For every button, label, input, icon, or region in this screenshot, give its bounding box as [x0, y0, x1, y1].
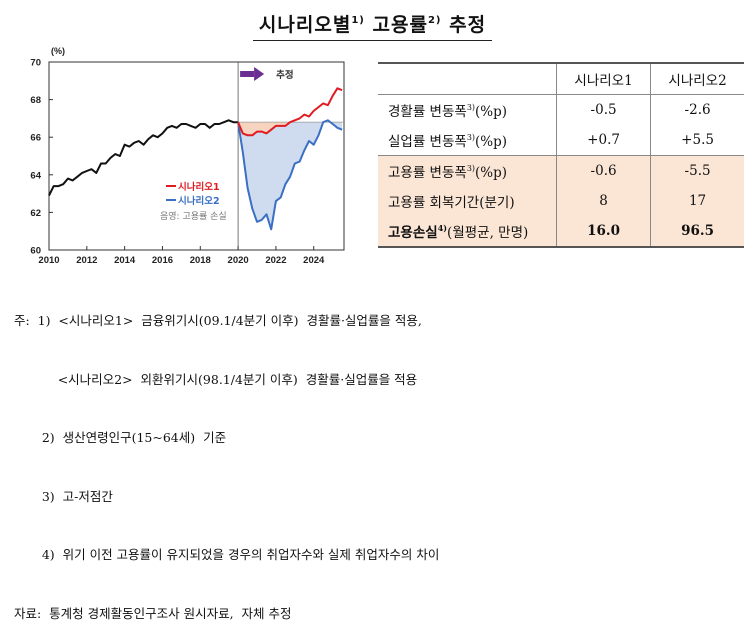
footnote-line: 4) 위기 이전 고용률이 유지되었을 경우의 취업자수와 실제 취업자수의 차…: [14, 547, 440, 562]
legend-label: 시나리오2: [178, 195, 220, 207]
row-value-s1: 8: [555, 186, 651, 216]
table-row: 고용손실4)(월평균, 만명) 16.0 96.5: [378, 216, 744, 248]
table-row: 경활률 변동폭3)(%p) -0.5 -2.6: [378, 94, 744, 125]
footnote-line: 2) 생산연령인구(15~64세) 기준: [14, 430, 227, 445]
footnote-line: 주: 1) <시나리오1> 금융위기시(09.1/4분기 이후) 경활률·실업률…: [14, 313, 422, 328]
row-value-s2: -2.6: [650, 94, 744, 125]
table-header-blank: [378, 62, 557, 95]
x-tick-label: 2014: [114, 255, 136, 266]
y-tick-label: 66: [30, 133, 41, 144]
footnote-line: 3) 고-저점간: [14, 488, 113, 504]
footnotes: 주: 1) <시나리오1> 금융위기시(09.1/4분기 이후) 경활률·실업률…: [14, 272, 439, 643]
x-tick-label: 2012: [76, 255, 97, 266]
shade-note: 음영: 고용률 손실: [160, 211, 227, 222]
legend-label: 시나리오1: [178, 181, 220, 193]
forecast-arrow-head: [254, 67, 265, 81]
title-text-3: 추정: [449, 14, 487, 36]
y-tick-label: 60: [30, 246, 41, 257]
row-value-s1: +0.7: [555, 125, 651, 156]
x-tick-label: 2018: [190, 255, 211, 266]
row-label: 고용률 회복기간(분기): [378, 186, 557, 216]
y-tick-label: 70: [30, 58, 41, 69]
row-value-s2: -5.5: [650, 155, 744, 186]
chart-title: 시나리오별1) 고용률2) 추정: [0, 10, 745, 41]
table-header-row: 시나리오1 시나리오2: [378, 62, 744, 95]
row-label: 고용률 변동폭3)(%p): [378, 155, 557, 186]
title-footnote-1: 1): [351, 15, 365, 26]
x-tick-label: 2024: [303, 255, 325, 266]
table-header-scenario2: 시나리오2: [650, 62, 744, 95]
table-row: 실업률 변동폭3)(%p) +0.7 +5.5: [378, 125, 744, 156]
row-label: 고용손실4)(월평균, 만명): [378, 216, 557, 248]
scenario2-line: [237, 119, 343, 231]
history-line: [48, 119, 239, 196]
row-value-s2: +5.5: [650, 125, 744, 156]
title-text-1: 시나리오별: [258, 14, 352, 36]
y-tick-label: 62: [30, 208, 41, 219]
x-tick-label: 2020: [228, 255, 249, 266]
table-row: 고용률 회복기간(분기) 8 17: [378, 186, 744, 216]
plot-frame: [48, 61, 345, 251]
x-tick-label: 2016: [152, 255, 173, 266]
table-header-scenario1: 시나리오1: [555, 62, 651, 95]
scenario-table: 시나리오1 시나리오2 경활률 변동폭3)(%p) -0.5 -2.6 실업률 …: [378, 62, 744, 248]
source-line: 자료: 통계청 경제활동인구조사 원시자료, 자체 추정: [14, 605, 292, 621]
footnote-line: <시나리오2> 외환위기시(98.1/4분기 이후) 경활률·실업률을 적용: [14, 371, 418, 387]
row-value-s1: -0.5: [555, 94, 651, 125]
title-text-2: 고용률: [372, 14, 428, 36]
y-tick-label: 68: [30, 95, 41, 106]
row-value-s1: -0.6: [555, 155, 651, 186]
row-value-s1: 16.0: [555, 216, 651, 248]
scenario1-line: [237, 87, 343, 137]
row-value-s2: 17: [650, 186, 744, 216]
row-label: 실업률 변동폭3)(%p): [388, 133, 508, 150]
title-footnote-2: 2): [427, 15, 442, 26]
row-label: 경활률 변동폭3)(%p): [388, 103, 508, 120]
row-value-s2: 96.5: [650, 216, 744, 248]
forecast-arrow-shaft: [240, 71, 255, 77]
employment-rate-chart: 60 62 64 66 68 70 (%) 2010 2012 2014 2016 2018 2020 2…: [30, 46, 345, 266]
x-tick-label: 2022: [265, 255, 286, 266]
y-axis-unit: (%): [51, 46, 65, 56]
y-tick-label: 64: [30, 170, 41, 181]
table-row: 고용률 변동폭3)(%p) -0.6 -5.5: [378, 155, 744, 186]
forecast-label: 추정: [276, 69, 293, 81]
x-tick-label: 2010: [38, 255, 59, 266]
